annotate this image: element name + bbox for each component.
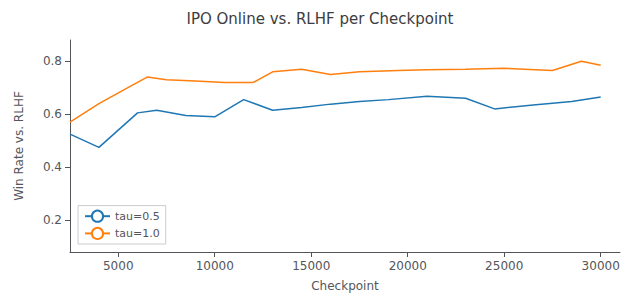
svg-text:5000: 5000 [103, 259, 134, 273]
svg-text:25000: 25000 [485, 259, 523, 273]
svg-text:tau=1.0: tau=1.0 [115, 227, 160, 240]
svg-text:tau=0.5: tau=0.5 [115, 210, 160, 223]
svg-text:IPO Online vs. RLHF per Checkp: IPO Online vs. RLHF per Checkpoint [187, 10, 454, 28]
svg-text:20000: 20000 [389, 259, 427, 273]
svg-text:10000: 10000 [196, 259, 234, 273]
svg-text:15000: 15000 [292, 259, 330, 273]
svg-text:0.8: 0.8 [43, 54, 62, 68]
svg-text:0.6: 0.6 [43, 107, 62, 121]
svg-text:0.2: 0.2 [43, 213, 62, 227]
svg-text:Win Rate vs. RLHF: Win Rate vs. RLHF [12, 91, 26, 201]
svg-text:Checkpoint: Checkpoint [311, 279, 379, 293]
svg-text:30000: 30000 [582, 259, 620, 273]
svg-text:0.4: 0.4 [43, 160, 62, 174]
